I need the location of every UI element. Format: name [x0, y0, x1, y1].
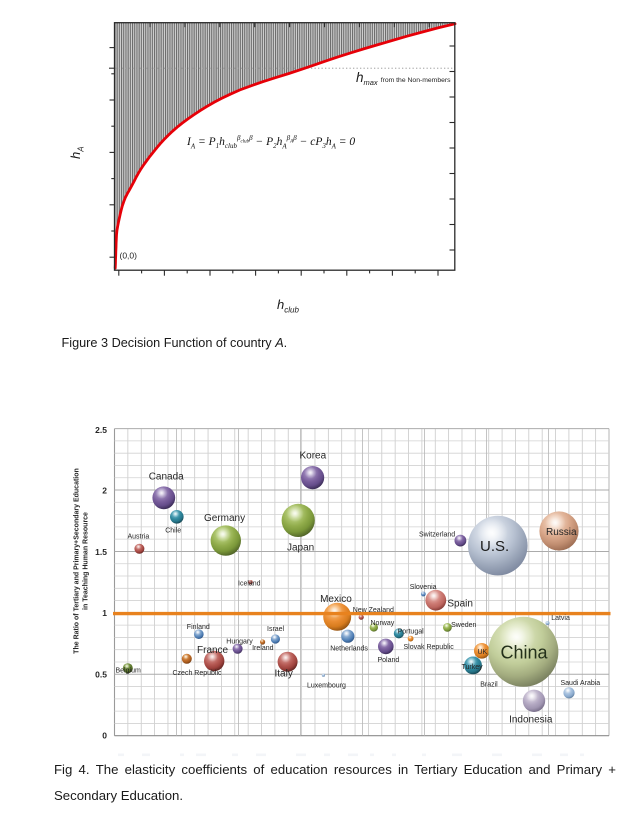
svg-text:Luxembourg: Luxembourg [307, 682, 346, 689]
svg-text:Saudi Arabia: Saudi Arabia [561, 680, 601, 687]
svg-text:Portugal: Portugal [398, 628, 425, 635]
svg-text:2: 2 [102, 486, 107, 496]
svg-text:in Teaching Human Resource: in Teaching Human Resource [83, 512, 90, 610]
svg-text:Netherlands: Netherlands [330, 646, 368, 653]
svg-text:Austria: Austria [128, 533, 150, 540]
svg-text:Norway: Norway [371, 620, 395, 627]
svg-text:Latvia: Latvia [551, 615, 570, 622]
svg-text:Poland: Poland [378, 657, 400, 664]
svg-text:The Ratio of Tertiary and Pri: The Ratio of Tertiary and Primary+Second… [74, 468, 81, 654]
svg-text:1.5: 1.5 [95, 547, 107, 557]
svg-text:Turkey: Turkey [462, 664, 484, 671]
svg-text:1: 1 [102, 608, 107, 618]
svg-text:France: France [197, 645, 229, 656]
svg-text:Japan: Japan [287, 542, 314, 553]
svg-text:Ireland: Ireland [252, 645, 274, 652]
svg-text:Spain: Spain [447, 599, 473, 610]
svg-text:Italy: Italy [275, 668, 293, 679]
svg-text:Russia: Russia [546, 527, 577, 538]
svg-text:Slovenia: Slovenia [410, 584, 437, 591]
svg-text:(0,0): (0,0) [120, 251, 138, 261]
svg-text:Germany: Germany [204, 513, 245, 524]
svg-text:Korea: Korea [300, 450, 327, 461]
svg-text:Hungary: Hungary [226, 638, 253, 645]
svg-text:Switzerland: Switzerland [419, 532, 455, 539]
svg-text:Czech Republic: Czech Republic [173, 670, 223, 677]
svg-text:2.5: 2.5 [95, 425, 107, 435]
svg-text:UK: UK [478, 649, 488, 656]
svg-text:hclub: hclub [277, 297, 299, 315]
svg-text:Brazil: Brazil [480, 682, 498, 689]
svg-text:Sweden: Sweden [451, 622, 476, 629]
svg-text:Indonesia: Indonesia [509, 715, 553, 726]
svg-text:Canada: Canada [149, 472, 184, 483]
svg-text:U.S.: U.S. [480, 538, 509, 555]
svg-text:Chile: Chile [165, 527, 181, 534]
svg-text:New Zealand: New Zealand [353, 607, 394, 614]
svg-text:China: China [501, 643, 549, 663]
svg-text:Israel: Israel [267, 626, 285, 633]
svg-text:0: 0 [102, 731, 107, 741]
svg-text:Finland: Finland [187, 624, 210, 631]
svg-text:hA: hA [68, 146, 86, 159]
svg-text:Iceland: Iceland [238, 580, 261, 587]
svg-text:0.5: 0.5 [95, 669, 107, 679]
svg-text:Slovak Republic: Slovak Republic [404, 644, 455, 651]
svg-text:Mexico: Mexico [320, 594, 352, 605]
svg-text:Belgium: Belgium [116, 667, 141, 674]
